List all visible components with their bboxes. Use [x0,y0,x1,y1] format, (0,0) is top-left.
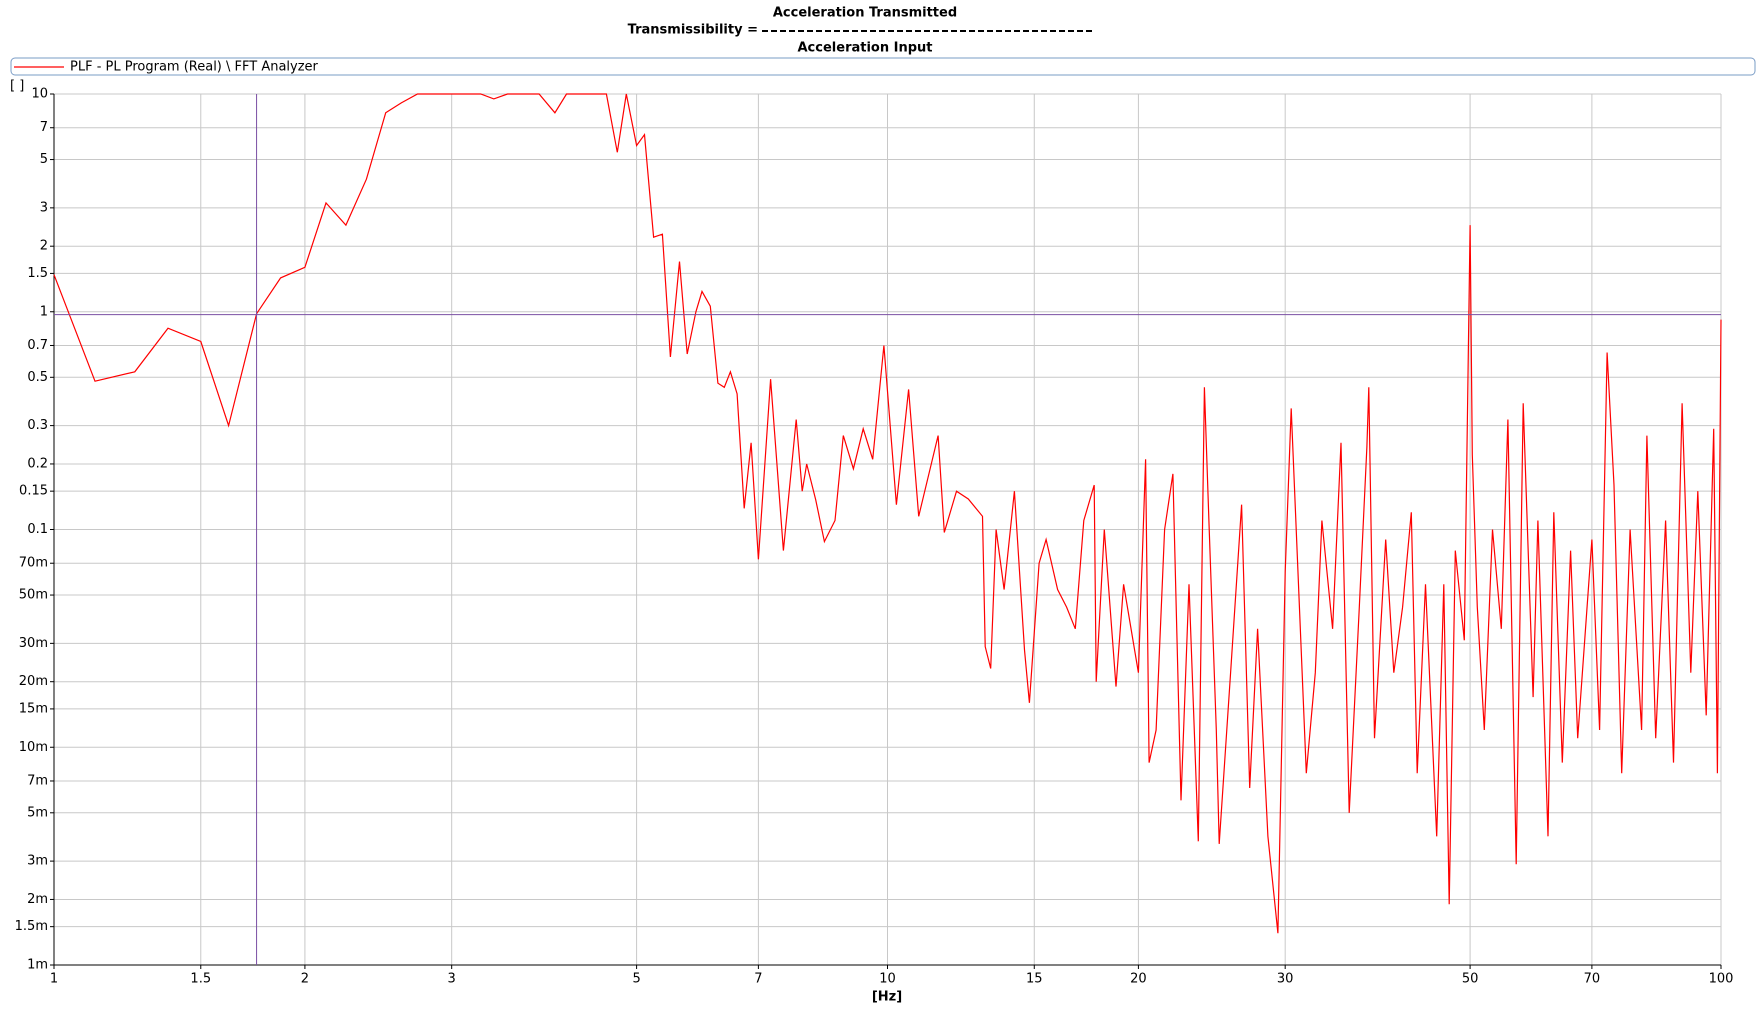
x-tick-label: 15 [1026,972,1043,987]
y-tick-label: 5m [27,805,48,820]
x-tick-label: 1.5 [190,972,211,987]
x-tick-label: 10 [879,972,896,987]
y-tick-label: 1.5 [27,266,48,281]
title-numerator: Acceleration Transmitted [773,6,957,21]
y-tick-label: 7m [27,773,48,788]
x-tick-label: 3 [448,972,456,987]
y-tick-label: 2 [40,239,48,254]
x-tick-label: 1 [50,972,58,987]
x-tick-label: 20 [1130,972,1147,987]
title-lhs: Transmissibility = [628,23,758,38]
y-tick-label: 0.5 [27,370,48,385]
y-unit: [ ] [10,79,24,94]
x-tick-label: 30 [1277,972,1294,987]
data-line [53,93,1722,934]
y-tick-label: 50m [19,588,48,603]
y-tick-label: 0.7 [27,338,48,353]
y-tick-label: 70m [19,556,48,571]
legend-box [10,57,1756,76]
y-tick-label: 15m [19,701,48,716]
y-tick-label: 10 [31,87,48,102]
y-tick-label: 5 [40,152,48,167]
x-tick-label: 50 [1462,972,1479,987]
y-tick-label: 1m [27,958,48,973]
x-tick-label: 100 [1709,972,1734,987]
y-tick-label: 30m [19,636,48,651]
y-tick-label: 3 [40,200,48,215]
x-tick-label: 5 [632,972,640,987]
title-denominator: Acceleration Input [798,41,933,56]
y-tick-label: 3m [27,854,48,869]
y-tick-label: 7 [40,120,48,135]
y-tick-label: 10m [19,740,48,755]
y-tick-label: 0.15 [19,484,48,499]
y-tick-label: 2m [27,892,48,907]
y-tick-label: 1.5m [15,919,48,934]
x-tick-label: 2 [301,972,309,987]
y-tick-label: 0.3 [27,418,48,433]
y-tick-label: 0.2 [27,456,48,471]
legend-label: PLF - PL Program (Real) \ FFT Analyzer [70,60,319,75]
x-tick-label: 70 [1584,972,1601,987]
y-tick-label: 20m [19,674,48,689]
y-tick-label: 0.1 [27,522,48,537]
x-tick-label: 7 [754,972,762,987]
y-tick-label: 1 [40,304,48,319]
x-axis-label: [Hz] [872,990,902,1005]
